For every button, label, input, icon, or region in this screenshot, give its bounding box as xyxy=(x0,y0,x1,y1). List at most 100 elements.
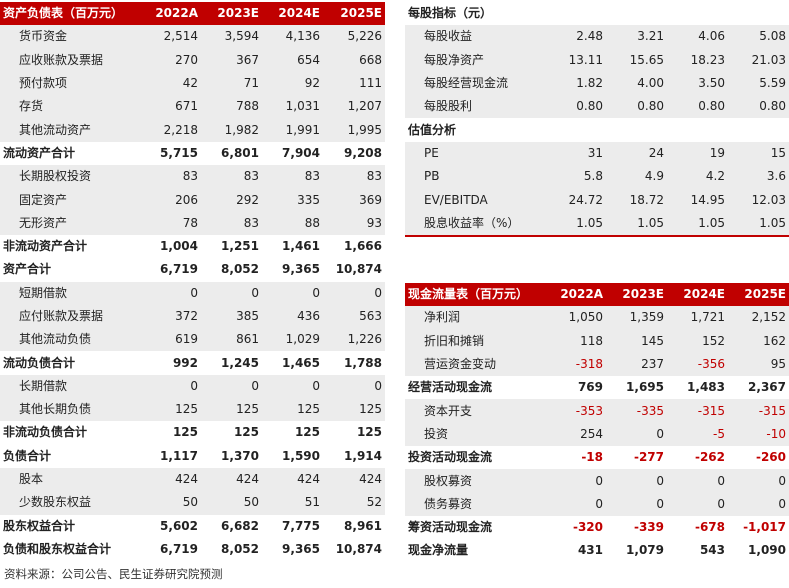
table-row: 存货 671 788 1,031 1,207 xyxy=(0,95,385,119)
table-row: 现金净流量 431 1,079 543 1,090 xyxy=(405,539,789,562)
cell-value: 1,004 xyxy=(160,239,198,254)
row-label: 每股股利 xyxy=(405,95,545,119)
cell-value: 18.23 xyxy=(667,48,728,72)
cell-value: 1,695 xyxy=(626,380,664,395)
header-year: 2022A xyxy=(140,2,201,26)
row-label: 净利润 xyxy=(405,306,545,330)
table-row: 股息收益率（%） 1.05 1.05 1.05 1.05 xyxy=(405,211,789,237)
table-row: 长期借款 0 0 0 0 xyxy=(0,374,385,399)
row-label: 应收账款及票据 xyxy=(0,48,140,72)
cell-value: 424 xyxy=(140,467,201,492)
table-row: 长期股权投资 83 83 83 83 xyxy=(0,165,385,189)
cell-value: 1,050 xyxy=(545,306,606,330)
table-row: 负债和股东权益合计 6,719 8,052 9,365 10,874 xyxy=(0,538,385,561)
row-label: PB xyxy=(405,165,545,189)
table-row: 其他长期负债 125 125 125 125 xyxy=(0,398,385,422)
balance-sheet-table: 资产负债表（百万元） 2022A 2023E 2024E 2025E 货币资金 2,514 3… xyxy=(0,2,385,561)
cell-value: 385 xyxy=(201,304,262,329)
cell-value: 1,251 xyxy=(221,239,259,254)
table-row: 流动资产合计 5,715 6,801 7,904 9,208 xyxy=(0,142,385,165)
cell-value: 3.50 xyxy=(667,71,728,96)
cell-value: 0.80 xyxy=(545,95,606,119)
row-label: 固定资产 xyxy=(0,188,140,212)
cell-value: 6,719 xyxy=(160,541,198,556)
cell-value: 95 xyxy=(728,352,789,377)
cell-value: 0 xyxy=(262,281,323,305)
cell-value: 125 xyxy=(172,425,198,440)
cell-value: 12.03 xyxy=(728,188,789,212)
cell-value: 10,874 xyxy=(335,262,382,277)
table-row: 股本 424 424 424 424 xyxy=(0,467,385,492)
row-label: 资本开支 xyxy=(405,399,545,423)
cell-value: 654 xyxy=(262,48,323,72)
cell-value: 5.59 xyxy=(728,71,789,96)
cell-value: 1,370 xyxy=(221,448,259,463)
cell-value: 9,365 xyxy=(282,262,320,277)
cell-value: -315 xyxy=(667,399,728,423)
table-row: 其他流动负债 619 861 1,029 1,226 xyxy=(0,328,385,352)
header-row: 资产负债表（百万元） 2022A 2023E 2024E 2025E xyxy=(0,2,385,26)
cell-value: 0.80 xyxy=(728,95,789,119)
cell-value: 0 xyxy=(201,281,262,305)
cell-value: 619 xyxy=(140,328,201,352)
table-row: 净利润 1,050 1,359 1,721 2,152 xyxy=(405,306,789,330)
row-label: 每股净资产 xyxy=(405,48,545,72)
cell-value: 1,991 xyxy=(262,118,323,142)
table-row: 应收账款及票据 270 367 654 668 xyxy=(0,48,385,72)
cell-value: 83 xyxy=(201,165,262,189)
cell-value: 24.72 xyxy=(545,188,606,212)
table-row: 应付账款及票据 372 385 436 563 xyxy=(0,304,385,329)
table-row: 短期借款 0 0 0 0 xyxy=(0,281,385,305)
cell-value: 436 xyxy=(262,304,323,329)
cell-value: 93 xyxy=(323,211,385,235)
table-row: 非流动资产合计 1,004 1,251 1,461 1,666 xyxy=(0,235,385,258)
table-row: 非流动负债合计 125 125 125 125 xyxy=(0,421,385,444)
cell-value: 18.72 xyxy=(606,188,667,212)
cell-value: 10,874 xyxy=(335,541,382,556)
cell-value: 369 xyxy=(323,188,385,212)
cell-value: 83 xyxy=(262,165,323,189)
cell-value xyxy=(728,118,789,141)
cell-value: 15 xyxy=(728,141,789,166)
cell-value: 1,788 xyxy=(344,355,382,370)
cell-value: 769 xyxy=(577,380,603,395)
cell-value: 50 xyxy=(201,491,262,515)
table-row: 每股收益 2.48 3.21 4.06 5.08 xyxy=(405,25,789,49)
cell-value: 4.9 xyxy=(606,165,667,189)
cell-value: 0 xyxy=(201,374,262,399)
cell-value: 1,982 xyxy=(201,118,262,142)
cell-value: 51 xyxy=(262,491,323,515)
row-label: 预付款项 xyxy=(0,71,140,96)
cell-value: -10 xyxy=(728,422,789,447)
cell-value xyxy=(667,2,728,25)
header-year: 2025E xyxy=(728,283,789,307)
cell-value: 9,208 xyxy=(344,145,382,160)
table-row: 少数股东权益 50 50 51 52 xyxy=(0,491,385,515)
cell-value: 31 xyxy=(545,141,606,166)
cell-value: 162 xyxy=(728,329,789,353)
cell-value: 24 xyxy=(606,141,667,166)
cell-value: 2,152 xyxy=(728,306,789,330)
cell-value xyxy=(728,2,789,25)
cell-value: 145 xyxy=(606,329,667,353)
cell-value: 543 xyxy=(699,543,725,558)
row-label: 投资 xyxy=(405,422,545,447)
row-label: 折旧和摊销 xyxy=(405,329,545,353)
cell-value xyxy=(545,2,606,25)
table-row: 每股股利 0.80 0.80 0.80 0.80 xyxy=(405,95,789,119)
table-row: 股东权益合计 5,602 6,682 7,775 8,961 xyxy=(0,515,385,538)
cell-value: -5 xyxy=(667,422,728,447)
cell-value: 5,602 xyxy=(160,518,198,533)
header-year: 2024E xyxy=(667,283,728,307)
cell-value: 0 xyxy=(606,492,667,516)
cell-value: 1,029 xyxy=(262,328,323,352)
row-label: 股东权益合计 xyxy=(3,518,76,533)
cell-value: 372 xyxy=(140,304,201,329)
row-label: EV/EBITDA xyxy=(405,188,545,212)
cell-value: 71 xyxy=(201,71,262,96)
cell-value: 1,207 xyxy=(323,95,385,119)
cell-value: 270 xyxy=(140,48,201,72)
row-label: 股本 xyxy=(0,467,140,492)
row-label: 无形资产 xyxy=(0,211,140,235)
table-row: 营运资金变动 -318 237 -356 95 xyxy=(405,352,789,377)
